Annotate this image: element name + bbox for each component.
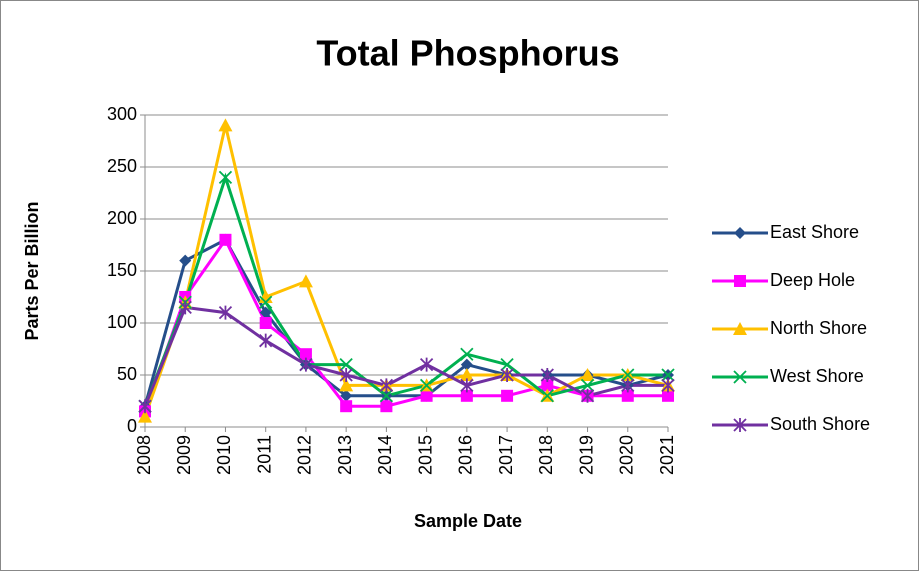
data-point <box>500 357 514 372</box>
x-tick-label: 2009 <box>174 435 194 475</box>
legend-marker <box>734 227 746 239</box>
data-point <box>419 357 434 372</box>
x-axis-label: Sample Date <box>414 511 522 531</box>
data-point <box>460 358 473 371</box>
y-tick-label: 100 <box>107 312 137 332</box>
data-point <box>500 368 514 382</box>
data-point <box>541 379 554 392</box>
series-line <box>143 236 668 412</box>
y-tick-label: 250 <box>107 156 137 176</box>
legend-marker <box>733 322 747 335</box>
data-point <box>420 389 433 402</box>
x-tick-label: 2015 <box>415 435 435 475</box>
data-point <box>380 400 393 413</box>
legend-label: North Shore <box>770 318 867 338</box>
y-tick-label: 200 <box>107 208 137 228</box>
x-tick-label: 2013 <box>335 435 355 475</box>
data-point <box>218 118 233 132</box>
data-point <box>379 378 394 393</box>
data-point <box>621 389 634 402</box>
series-line <box>143 125 669 418</box>
data-point <box>259 333 273 348</box>
data-point <box>459 368 474 381</box>
data-point <box>580 368 595 381</box>
x-tick-label: 2019 <box>576 435 596 475</box>
legend-label: South Shore <box>770 414 870 434</box>
y-tick-label: 300 <box>107 104 137 124</box>
x-tick-label: 2008 <box>134 435 154 475</box>
data-point <box>339 378 354 392</box>
data-point <box>460 389 473 402</box>
data-point <box>340 389 353 402</box>
data-point <box>501 389 514 402</box>
data-point <box>178 300 192 315</box>
legend-label: East Shore <box>770 222 859 242</box>
data-point <box>179 254 192 267</box>
series-line <box>143 172 668 407</box>
data-point <box>259 317 272 329</box>
data-point <box>419 378 434 393</box>
y-tick-label: 0 <box>127 416 137 436</box>
data-point <box>580 378 595 393</box>
data-point <box>540 368 554 382</box>
x-tick-label: 2017 <box>496 435 516 475</box>
data-point <box>138 399 152 414</box>
data-point <box>299 348 312 361</box>
x-tick-label: 2021 <box>657 435 677 475</box>
data-point <box>219 233 232 246</box>
x-tick-label: 2020 <box>617 435 637 475</box>
data-point <box>339 368 353 382</box>
legend-label: West Shore <box>770 366 864 386</box>
x-tick-label: 2014 <box>375 435 395 475</box>
data-point <box>138 409 152 423</box>
data-point <box>379 389 394 403</box>
series-line <box>143 305 668 407</box>
y-axis-label: Parts Per Billion <box>22 201 42 340</box>
y-tick-label: 150 <box>107 260 137 280</box>
data-point <box>340 400 353 413</box>
x-tick-label: 2012 <box>295 435 315 475</box>
data-point <box>218 170 233 185</box>
data-point <box>218 305 233 320</box>
x-tick-label: 2010 <box>214 435 234 475</box>
legend-label: Deep Hole <box>770 270 855 290</box>
x-tick-label: 2011 <box>254 435 274 474</box>
legend-marker <box>734 275 746 287</box>
data-point <box>299 357 313 372</box>
data-point <box>259 306 272 319</box>
data-point <box>621 368 635 382</box>
legend-marker <box>733 418 747 432</box>
data-point <box>621 378 635 393</box>
chart-title: Total Phosphorus <box>316 33 619 74</box>
y-tick-label: 50 <box>117 364 137 384</box>
data-point <box>259 295 273 309</box>
x-tick-label: 2018 <box>536 435 556 475</box>
data-point <box>661 378 675 393</box>
data-point <box>540 389 554 403</box>
data-point <box>298 274 313 288</box>
data-point <box>460 378 474 393</box>
x-tick-label: 2016 <box>456 435 476 475</box>
data-point <box>339 357 353 372</box>
data-point <box>661 368 675 382</box>
data-point <box>662 389 674 402</box>
data-point <box>460 347 474 361</box>
legend-marker <box>733 370 747 384</box>
data-point <box>580 388 595 403</box>
